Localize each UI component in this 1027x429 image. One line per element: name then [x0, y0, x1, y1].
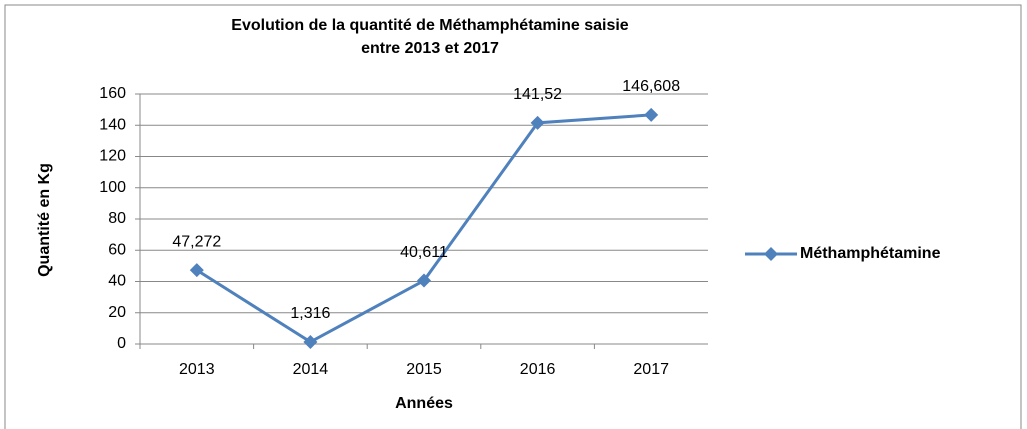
data-label: 47,272 [172, 233, 221, 250]
y-tick-label: 40 [108, 273, 126, 290]
x-axis-label: Années [395, 395, 453, 412]
legend-marker [764, 247, 778, 261]
data-point [303, 334, 318, 349]
y-tick-label: 80 [108, 210, 126, 227]
data-label: 146,608 [622, 78, 680, 95]
data-point [189, 263, 204, 278]
y-tick-label: 140 [99, 116, 126, 133]
data-point [530, 115, 545, 130]
chart-title: Evolution de la quantité de Méthamphétam… [231, 17, 629, 57]
y-tick-label: 20 [108, 304, 126, 321]
data-label: 141,52 [513, 86, 562, 103]
legend-label: Méthamphétamine [800, 245, 941, 262]
data-point [417, 273, 431, 288]
y-tick-label: 160 [99, 85, 126, 102]
x-tick-label: 2017 [633, 361, 669, 378]
y-tick-label: 60 [108, 241, 126, 258]
data-label: 1,316 [290, 305, 330, 322]
data-point [644, 107, 659, 122]
y-axis-label: Quantité en Kg [36, 163, 53, 277]
x-tick-label: 2013 [179, 361, 215, 378]
y-tick-label: 0 [117, 335, 126, 352]
data-label: 40,611 [400, 244, 448, 261]
x-tick-label: 2014 [293, 361, 329, 378]
y-tick-label: 100 [99, 179, 126, 196]
chart-frame [4, 4, 1022, 429]
y-tick-label: 120 [99, 148, 126, 165]
x-tick-label: 2016 [520, 361, 556, 378]
x-tick-label: 2015 [406, 361, 442, 378]
